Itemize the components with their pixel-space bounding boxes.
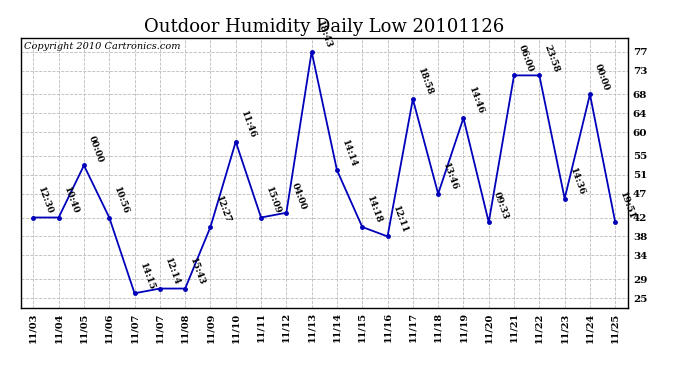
Text: 15:43: 15:43 [188,256,206,286]
Text: 04:00: 04:00 [289,182,308,211]
Text: 15:09: 15:09 [264,186,282,216]
Text: 14:36: 14:36 [568,166,586,196]
Text: 14:15: 14:15 [137,261,156,291]
Text: 23:58: 23:58 [542,44,561,74]
Text: 18:58: 18:58 [416,67,434,97]
Text: Copyright 2010 Cartronics.com: Copyright 2010 Cartronics.com [23,42,180,51]
Text: 14:14: 14:14 [340,138,358,168]
Text: 12:27: 12:27 [213,195,232,225]
Text: 13:46: 13:46 [441,162,460,192]
Text: 09:33: 09:33 [492,190,510,220]
Text: 10:56: 10:56 [112,186,130,216]
Text: 19:51: 19:51 [618,190,637,220]
Text: 00:00: 00:00 [593,63,611,93]
Text: 12:30: 12:30 [37,186,55,216]
Text: 14:46: 14:46 [466,86,485,116]
Text: 14:18: 14:18 [365,195,384,225]
Text: 00:00: 00:00 [87,134,105,164]
Text: 10:40: 10:40 [61,186,80,216]
Text: 12:14: 12:14 [163,256,181,286]
Text: 12:11: 12:11 [391,204,409,234]
Text: 11:46: 11:46 [239,110,257,140]
Title: Outdoor Humidity Daily Low 20101126: Outdoor Humidity Daily Low 20101126 [144,18,504,36]
Text: 18:43: 18:43 [315,20,333,50]
Text: 06:00: 06:00 [517,44,535,74]
